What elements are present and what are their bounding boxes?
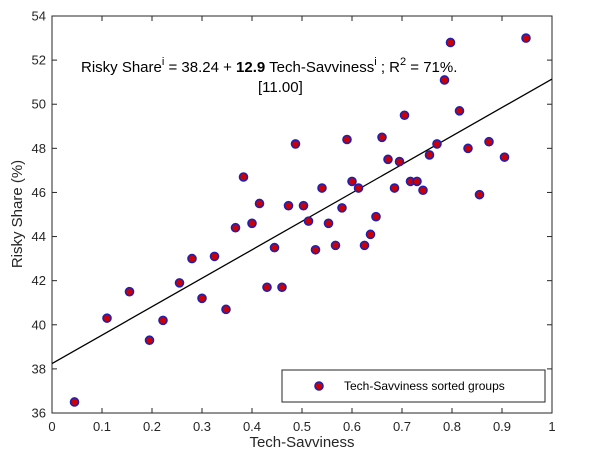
x-axis-label: Tech-Savviness bbox=[249, 434, 354, 451]
regression-equation: Risky Sharei = 38.24 + 12.9 Tech-Savvine… bbox=[81, 56, 457, 76]
y-tick-label: 44 bbox=[32, 229, 46, 244]
y-axis-label: Risky Share (%) bbox=[9, 160, 26, 268]
y-tick-label: 38 bbox=[32, 361, 46, 376]
data-point bbox=[353, 183, 364, 193]
x-axis: 0 0.1 0.2 0.3 0.4 0.5 0.6 0.7 0.8 0.9 1 bbox=[48, 16, 556, 434]
eq-rhs: Tech-Savviness bbox=[265, 59, 374, 76]
data-point bbox=[262, 282, 272, 293]
data-point bbox=[412, 176, 422, 187]
eq-r2-prefix: ; R bbox=[377, 59, 401, 76]
data-point bbox=[432, 139, 442, 149]
eq-lhs-sup: i bbox=[162, 56, 164, 68]
data-point bbox=[463, 143, 473, 154]
data-point bbox=[347, 176, 357, 187]
x-tick-label: 0.1 bbox=[93, 419, 111, 434]
data-point bbox=[389, 183, 400, 193]
data-point bbox=[102, 313, 112, 323]
data-point bbox=[330, 240, 341, 251]
data-point bbox=[247, 218, 257, 229]
standard-error: [11.00] bbox=[258, 79, 303, 96]
legend: Tech-Savviness sorted groups bbox=[281, 369, 546, 403]
data-point bbox=[371, 211, 381, 222]
data-point bbox=[124, 286, 135, 297]
data-point bbox=[337, 203, 347, 213]
legend-marker bbox=[314, 381, 324, 391]
y-axis: 36 38 40 42 44 46 48 50 52 54 bbox=[32, 9, 552, 421]
data-point bbox=[174, 278, 185, 288]
eq-lhs: Risky Share bbox=[81, 59, 162, 76]
data-point bbox=[474, 189, 485, 200]
data-point bbox=[418, 185, 428, 196]
x-tick-label: 0.3 bbox=[193, 419, 211, 434]
data-point bbox=[383, 154, 393, 165]
x-tick-label: 1 bbox=[548, 419, 555, 434]
data-point bbox=[269, 242, 280, 253]
x-tick-label: 0.4 bbox=[243, 419, 261, 434]
data-point bbox=[394, 156, 405, 167]
x-tick-label: 0.7 bbox=[393, 419, 411, 434]
data-points bbox=[69, 33, 531, 407]
data-point bbox=[69, 397, 80, 407]
data-point bbox=[377, 132, 387, 143]
data-point bbox=[365, 229, 376, 240]
y-tick-label: 54 bbox=[32, 9, 46, 24]
eq-rhs-sup: i bbox=[374, 56, 376, 68]
y-tick-label: 48 bbox=[32, 141, 46, 156]
data-point bbox=[158, 315, 168, 326]
y-tick-label: 42 bbox=[32, 273, 46, 288]
data-point bbox=[310, 244, 321, 255]
data-point bbox=[254, 198, 265, 209]
plot-area bbox=[51, 15, 553, 414]
eq-mid: = 38.24 + bbox=[164, 59, 236, 76]
eq-coef: 12.9 bbox=[236, 59, 265, 76]
legend-label: Tech-Savviness sorted groups bbox=[344, 379, 505, 393]
data-point bbox=[230, 222, 241, 233]
data-point bbox=[342, 134, 352, 145]
y-tick-label: 40 bbox=[32, 317, 46, 332]
y-tick-label: 36 bbox=[32, 406, 46, 421]
data-point bbox=[290, 139, 301, 149]
data-point bbox=[439, 75, 450, 85]
data-point bbox=[303, 216, 314, 226]
data-point bbox=[454, 106, 465, 116]
data-point bbox=[323, 218, 334, 229]
data-point bbox=[144, 335, 155, 346]
data-point bbox=[187, 253, 197, 264]
data-point bbox=[484, 136, 494, 147]
legend-box bbox=[281, 369, 546, 403]
data-point bbox=[209, 251, 220, 262]
data-point bbox=[521, 33, 531, 43]
data-point bbox=[277, 282, 287, 293]
data-point bbox=[424, 150, 435, 160]
data-point bbox=[317, 183, 327, 193]
data-point bbox=[221, 304, 231, 315]
y-tick-label: 46 bbox=[32, 185, 46, 200]
data-point bbox=[283, 200, 294, 211]
x-tick-label: 0.6 bbox=[343, 419, 361, 434]
y-tick-label: 52 bbox=[32, 53, 46, 68]
data-point bbox=[399, 110, 410, 121]
x-tick-label: 0.5 bbox=[293, 419, 311, 434]
data-point bbox=[298, 200, 309, 211]
x-tick-label: 0.9 bbox=[493, 419, 511, 434]
data-point bbox=[499, 152, 510, 162]
data-point bbox=[197, 293, 207, 304]
y-tick-label: 50 bbox=[32, 97, 46, 112]
data-point bbox=[445, 37, 456, 48]
eq-r2-sup: 2 bbox=[400, 56, 406, 68]
x-tick-label: 0.8 bbox=[443, 419, 461, 434]
x-tick-label: 0.2 bbox=[143, 419, 161, 434]
data-point bbox=[238, 172, 249, 182]
eq-r2-suffix: = 71%. bbox=[406, 59, 457, 76]
data-point bbox=[359, 240, 370, 251]
regression-line bbox=[51, 78, 553, 365]
x-tick-label: 0 bbox=[48, 419, 55, 434]
